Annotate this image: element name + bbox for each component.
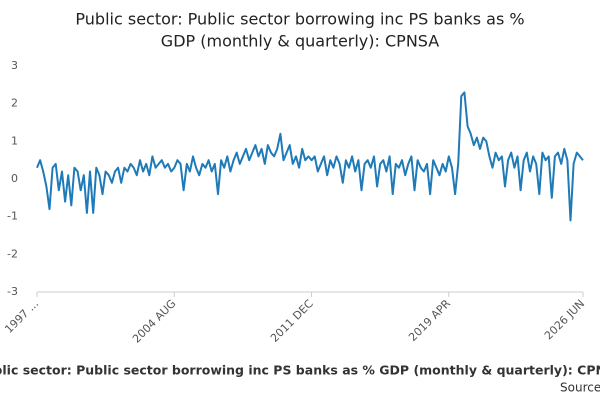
y-tick-label: -1 <box>7 210 18 223</box>
x-tick-label: 1997 ... <box>2 297 41 336</box>
chart-title: Public sector: Public sector borrowing i… <box>75 10 524 29</box>
x-tick-label: 2004 AUG <box>130 297 179 346</box>
chart-title: GDP (monthly & quarterly): CPNSA <box>161 32 439 51</box>
y-tick-label: 2 <box>11 97 18 110</box>
x-tick-label: 2011 DEC <box>268 297 316 345</box>
y-tick-label: -3 <box>7 285 18 298</box>
source: Source: <box>560 381 600 395</box>
x-tick-label: 2026 JUN <box>542 297 587 342</box>
caption: Public sector: Public sector borrowing i… <box>0 363 600 378</box>
y-tick-label: 1 <box>11 134 18 147</box>
y-tick-label: -2 <box>7 247 18 260</box>
data-line <box>36 91 584 222</box>
y-tick-label: 3 <box>11 59 18 72</box>
x-tick-label: 2019 APR <box>406 297 453 344</box>
y-tick-label: 0 <box>11 172 18 185</box>
